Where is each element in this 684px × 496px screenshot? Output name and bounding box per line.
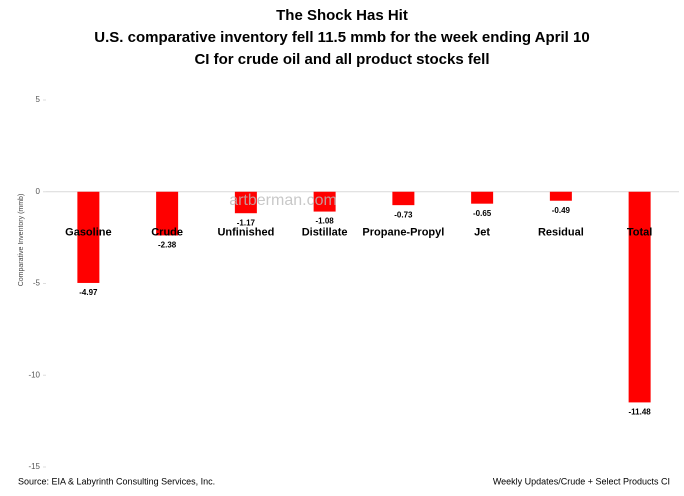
bar	[549, 191, 572, 201]
data-label: -4.97	[79, 288, 98, 297]
x-tick-label: Gasoline	[65, 227, 111, 239]
watermark: artberman.com	[229, 192, 337, 209]
y-tick-label: 0	[36, 187, 41, 196]
x-tick-label: Propane-Propyl	[362, 227, 444, 239]
data-label: -0.73	[394, 210, 413, 219]
data-label: -0.65	[473, 209, 492, 218]
chart-title: The Shock Has Hit	[276, 7, 408, 24]
x-tick-label: Residual	[538, 227, 584, 239]
bar	[156, 191, 179, 236]
x-tick-label: Total	[627, 227, 652, 239]
y-tick-label: -15	[28, 462, 40, 471]
bar	[392, 191, 415, 206]
bar	[234, 191, 257, 214]
y-tick-label: -10	[28, 370, 40, 379]
data-label: -1.17	[237, 218, 256, 227]
y-tick-label: -5	[33, 279, 41, 288]
bar	[628, 191, 651, 403]
data-label: -11.48	[629, 408, 652, 417]
x-tick-label: Crude	[151, 227, 183, 239]
bar	[471, 191, 494, 204]
note: Weekly Updates/Crude + Select Products C…	[493, 476, 670, 486]
bar	[77, 191, 100, 283]
chart-subtitle: U.S. comparative inventory fell 11.5 mmb…	[94, 29, 589, 46]
x-tick-label: Unfinished	[217, 227, 274, 239]
x-tick-label: Jet	[474, 227, 490, 239]
x-tick-label: Distillate	[302, 227, 348, 239]
chart-subtitle: CI for crude oil and all product stocks …	[194, 51, 489, 68]
source: Source: EIA & Labyrinth Consulting Servi…	[18, 476, 215, 486]
data-label: -2.38	[158, 241, 177, 250]
bar	[313, 191, 336, 212]
data-label: -1.08	[316, 217, 335, 226]
data-label: -0.49	[552, 206, 571, 215]
y-axis-label: Comparative Inventory (mmb)	[18, 194, 25, 287]
y-tick-label: 5	[36, 95, 41, 104]
